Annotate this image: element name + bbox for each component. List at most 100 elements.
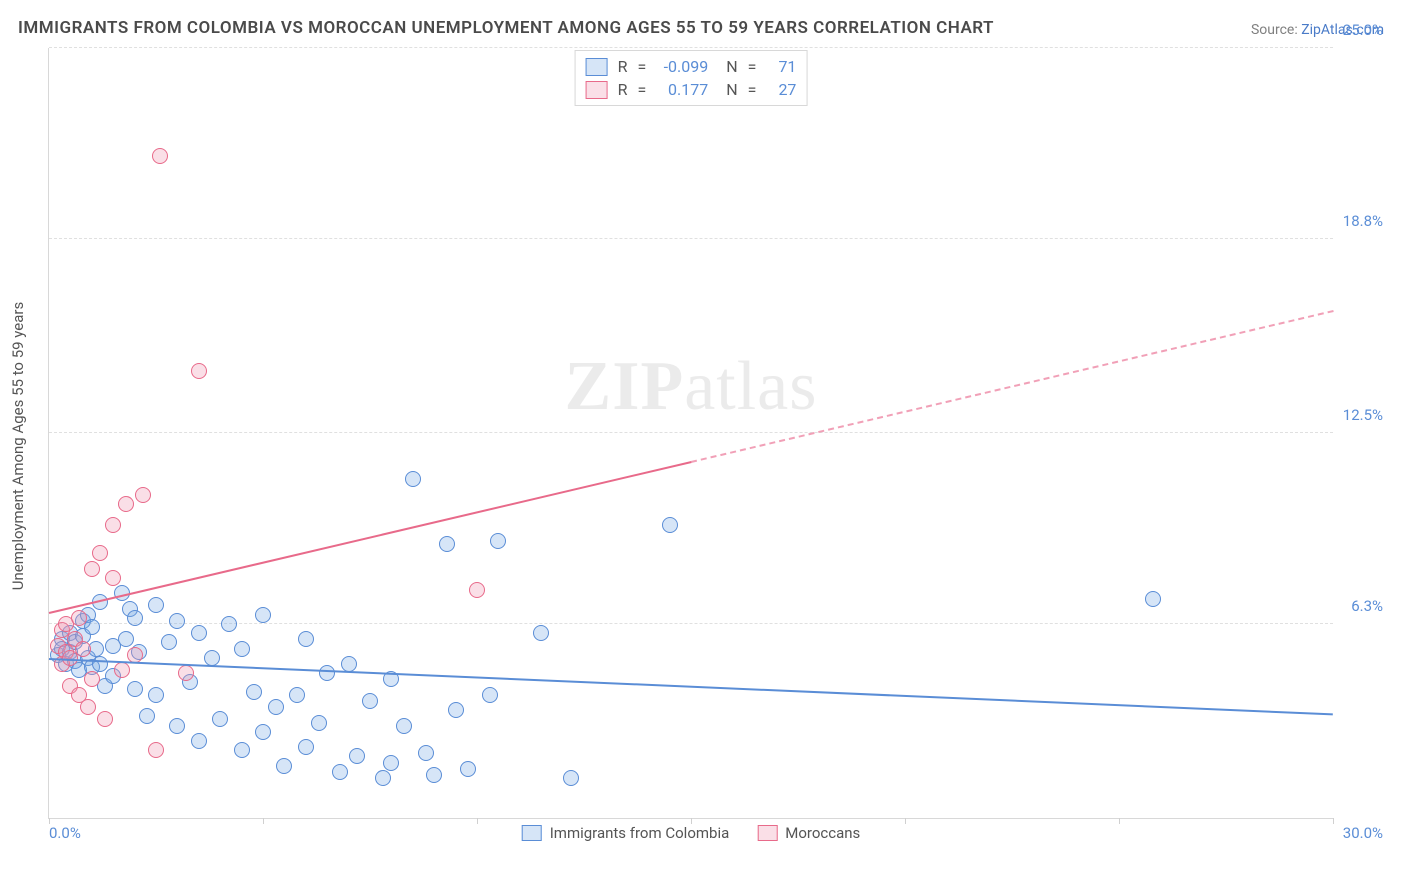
legend-r-value: -0.099 <box>656 57 708 76</box>
data-point <box>212 711 228 727</box>
x-tick-mark <box>477 818 478 824</box>
legend-r-value: 0.177 <box>656 80 708 99</box>
data-point <box>375 770 391 786</box>
data-point <box>469 582 485 598</box>
data-point <box>482 687 498 703</box>
legend-stat-row: R=-0.099N=71 <box>586 55 797 78</box>
data-point <box>246 684 262 700</box>
data-point <box>332 764 348 780</box>
equals-sign: = <box>748 80 757 99</box>
data-point <box>114 662 130 678</box>
data-point <box>362 693 378 709</box>
legend-swatch <box>586 81 608 99</box>
x-tick-mark <box>49 818 50 824</box>
data-point <box>405 471 421 487</box>
equals-sign: = <box>637 57 646 76</box>
gridline <box>49 623 1333 624</box>
y-axis-label: Unemployment Among Ages 55 to 59 years <box>9 302 27 590</box>
data-point <box>118 631 134 647</box>
data-point <box>563 770 579 786</box>
data-point <box>191 733 207 749</box>
watermark: ZIPatlas <box>565 347 818 427</box>
data-point <box>268 699 284 715</box>
x-tick-mark <box>1119 818 1120 824</box>
legend-correlation: R=-0.099N=71R=0.177N=27 <box>575 50 808 106</box>
data-point <box>204 650 220 666</box>
data-point <box>178 665 194 681</box>
legend-series-item: Moroccans <box>757 824 860 842</box>
y-tick-label: 12.5% <box>1343 406 1383 424</box>
data-point <box>289 687 305 703</box>
x-axis-max: 30.0% <box>1343 824 1383 842</box>
data-point <box>161 634 177 650</box>
gridline <box>49 238 1333 239</box>
legend-swatch <box>757 825 777 841</box>
x-tick-mark <box>263 818 264 824</box>
x-tick-mark <box>1333 818 1334 824</box>
data-point <box>84 561 100 577</box>
legend-n-value: 71 <box>766 57 796 76</box>
chart-container: Unemployment Among Ages 55 to 59 years Z… <box>48 48 1388 844</box>
data-point <box>298 739 314 755</box>
data-point <box>311 715 327 731</box>
data-point <box>460 761 476 777</box>
data-point <box>426 767 442 783</box>
data-point <box>75 641 91 657</box>
y-tick-label: 18.8% <box>1343 212 1383 230</box>
data-point <box>169 613 185 629</box>
data-point <box>139 708 155 724</box>
data-point <box>135 487 151 503</box>
data-point <box>1145 591 1161 607</box>
data-point <box>105 570 121 586</box>
watermark-atlas: atlas <box>684 348 817 425</box>
data-point <box>255 724 271 740</box>
legend-swatch <box>522 825 542 841</box>
data-point <box>80 699 96 715</box>
gridline <box>49 47 1333 48</box>
plot-area: ZIPatlas R=-0.099N=71R=0.177N=27 0.0% 30… <box>48 48 1333 819</box>
watermark-zip: ZIP <box>565 348 685 425</box>
data-point <box>234 742 250 758</box>
legend-r-label: R <box>618 80 628 99</box>
trend-line <box>49 461 691 614</box>
data-point <box>148 597 164 613</box>
x-axis-min: 0.0% <box>49 824 81 842</box>
data-point <box>169 718 185 734</box>
y-tick-label: 25.0% <box>1343 21 1383 39</box>
data-point <box>234 641 250 657</box>
data-point <box>127 610 143 626</box>
legend-series: Immigrants from Colombia Moroccans <box>522 824 861 842</box>
data-point <box>533 625 549 641</box>
data-point <box>92 545 108 561</box>
data-point <box>349 748 365 764</box>
data-point <box>439 536 455 552</box>
data-point <box>105 517 121 533</box>
legend-swatch <box>586 58 608 76</box>
data-point <box>191 363 207 379</box>
data-point <box>127 681 143 697</box>
data-point <box>319 665 335 681</box>
x-tick-mark <box>905 818 906 824</box>
data-point <box>396 718 412 734</box>
data-point <box>383 755 399 771</box>
legend-series-item: Immigrants from Colombia <box>522 824 730 842</box>
data-point <box>148 742 164 758</box>
legend-r-label: R <box>618 57 628 76</box>
data-point <box>84 619 100 635</box>
data-point <box>148 687 164 703</box>
chart-title: IMMIGRANTS FROM COLOMBIA VS MOROCCAN UNE… <box>18 18 994 38</box>
legend-stat-row: R=0.177N=27 <box>586 78 797 101</box>
trend-line <box>49 658 1333 715</box>
legend-n-label: N <box>726 57 737 76</box>
data-point <box>118 496 134 512</box>
trend-line-extrapolated <box>691 310 1333 463</box>
data-point <box>662 517 678 533</box>
data-point <box>490 533 506 549</box>
legend-series-label: Immigrants from Colombia <box>550 824 730 842</box>
data-point <box>341 656 357 672</box>
data-point <box>152 148 168 164</box>
y-tick-label: 6.3% <box>1351 597 1383 615</box>
data-point <box>84 671 100 687</box>
data-point <box>97 711 113 727</box>
data-point <box>71 610 87 626</box>
